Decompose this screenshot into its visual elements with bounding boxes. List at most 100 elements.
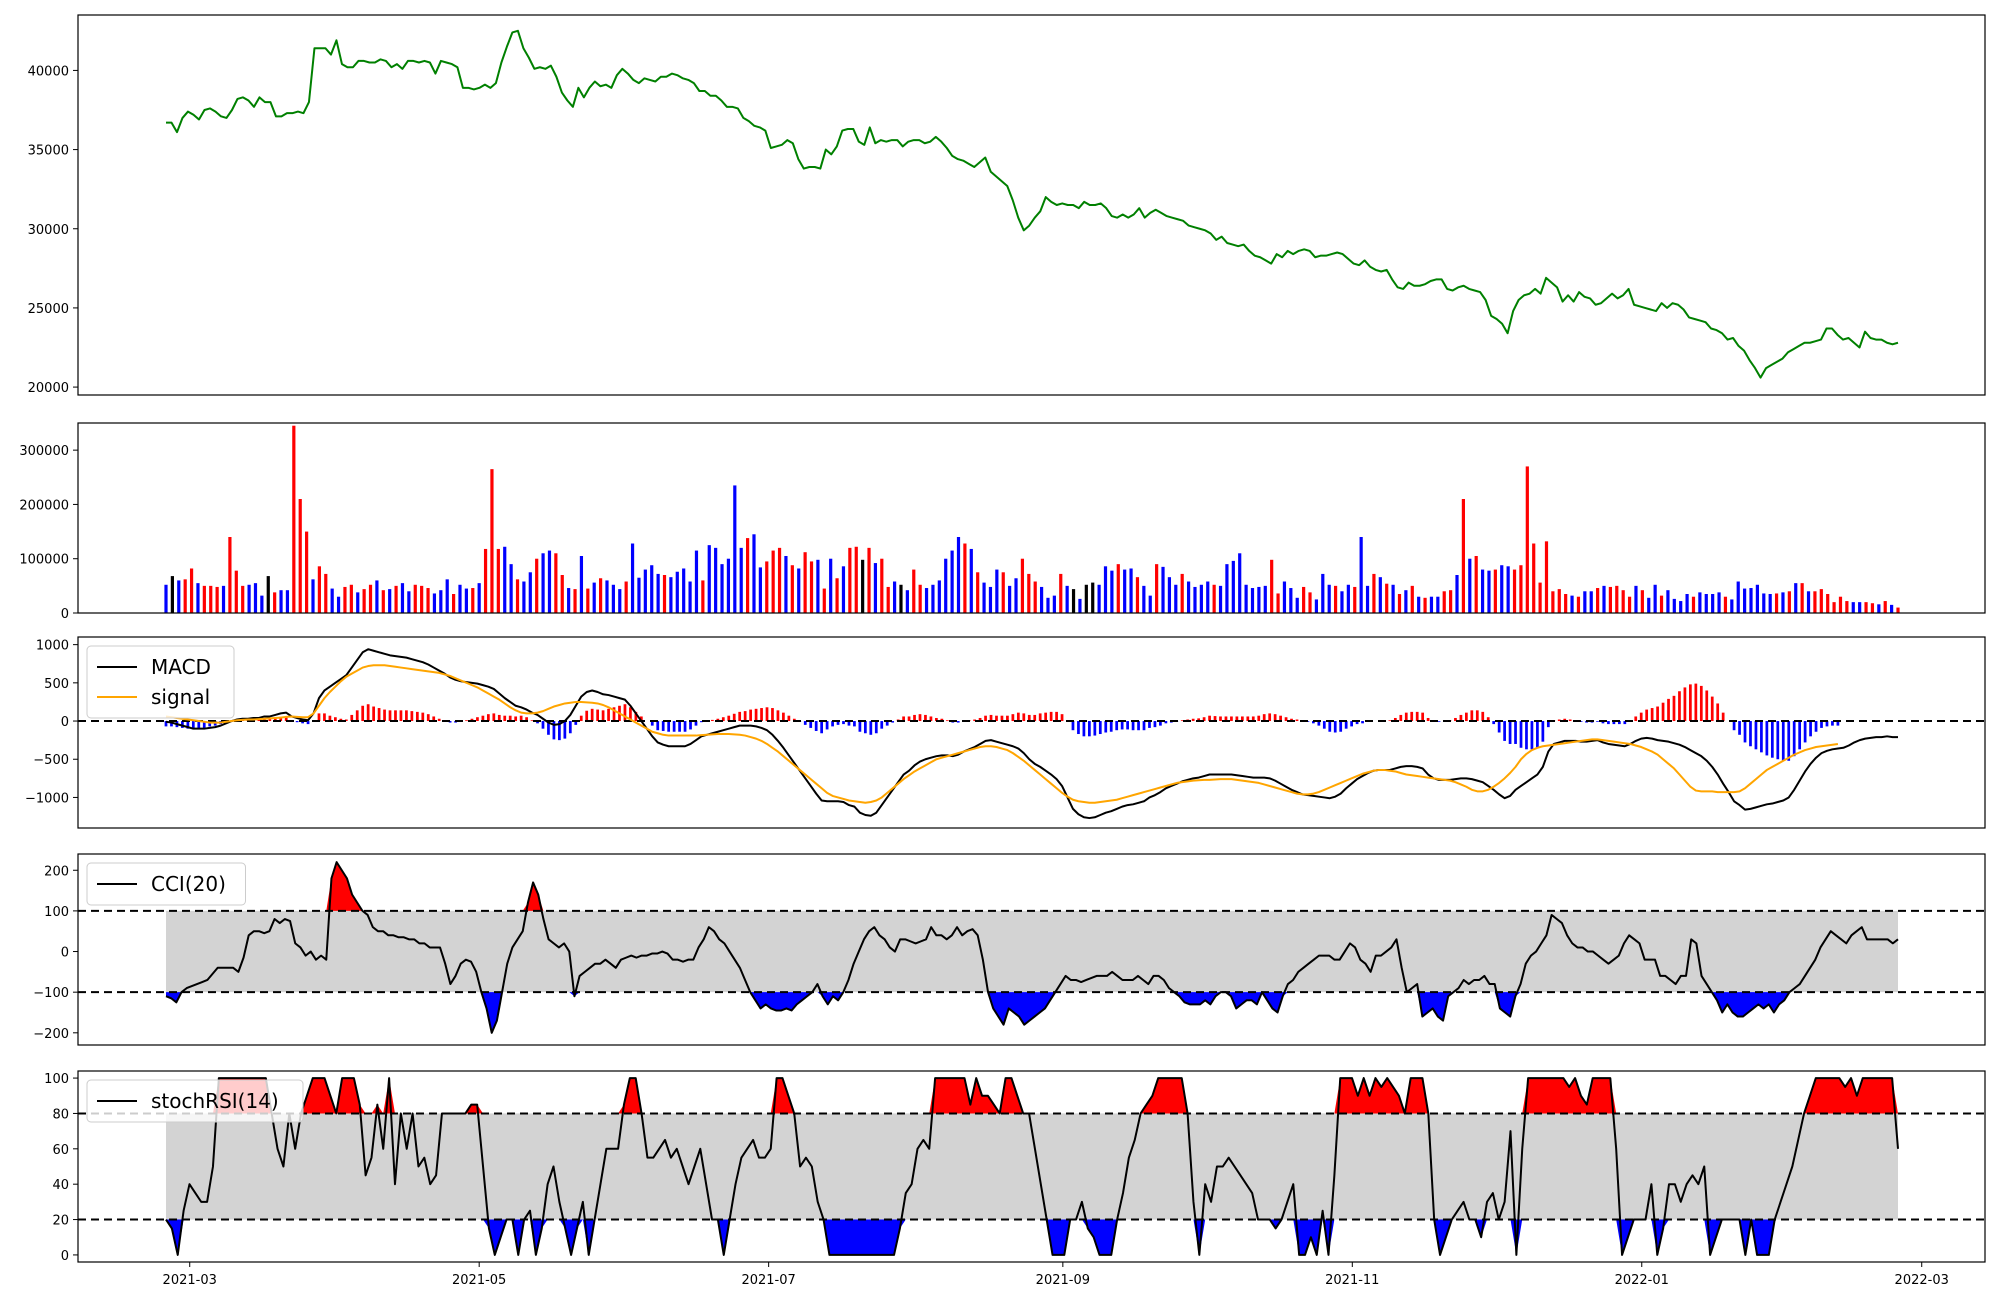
macd-histogram-bar bbox=[497, 714, 501, 722]
volume-bar bbox=[758, 567, 762, 613]
volume-bar bbox=[1787, 591, 1791, 613]
macd-histogram-bar bbox=[1410, 711, 1414, 722]
volume-bar bbox=[1423, 597, 1427, 613]
macd-histogram-bar bbox=[1749, 721, 1752, 747]
macd-legend: MACD signal bbox=[86, 645, 235, 719]
panel-cci: −200 −100 0 100 200 CCI(20) bbox=[33, 853, 1986, 1046]
macd-histogram-bar bbox=[1246, 716, 1250, 722]
volume-bar bbox=[1538, 582, 1542, 613]
macd-histogram-bar bbox=[1344, 721, 1348, 729]
macd-histogram-bar bbox=[1831, 721, 1834, 726]
macd-histogram-bar bbox=[1251, 716, 1255, 722]
macd-histogram-bar bbox=[202, 721, 206, 728]
volume-bar bbox=[1429, 596, 1434, 613]
volume-bar bbox=[1295, 597, 1299, 613]
volume-bar bbox=[1199, 584, 1203, 613]
volume-bar bbox=[1806, 591, 1811, 613]
volume-bar bbox=[496, 548, 500, 613]
volume-bar bbox=[1468, 558, 1472, 613]
macd-histogram-bar bbox=[1694, 683, 1698, 722]
volume-bar bbox=[1142, 585, 1146, 613]
macd-histogram-bar bbox=[186, 721, 190, 729]
cci-neutral-band bbox=[166, 910, 1898, 993]
macd-histogram-bar bbox=[607, 708, 610, 722]
volume-bar bbox=[471, 588, 475, 613]
stochrsi-plot-area bbox=[78, 1077, 1985, 1256]
macd-histogram-bar bbox=[1809, 721, 1812, 737]
volume-bar bbox=[1627, 596, 1632, 613]
macd-histogram-bar bbox=[1016, 712, 1020, 722]
y-tick-label: 80 bbox=[52, 1107, 69, 1122]
volume-bar bbox=[976, 572, 980, 613]
macd-histogram-bar bbox=[1071, 721, 1075, 731]
macd-histogram-bar bbox=[1268, 713, 1272, 722]
macd-histogram-bar bbox=[1683, 687, 1687, 722]
macd-histogram-bar bbox=[552, 721, 556, 740]
volume-bar bbox=[260, 595, 264, 613]
volume-bar bbox=[452, 594, 456, 613]
volume-bar bbox=[279, 590, 283, 613]
volume-bar bbox=[765, 561, 769, 613]
macd-histogram-bar bbox=[1011, 714, 1015, 722]
macd-histogram-bar bbox=[1563, 718, 1567, 722]
macd-histogram-bar bbox=[1044, 712, 1048, 722]
volume-bar bbox=[1052, 595, 1056, 613]
y-tick-label: 200000 bbox=[19, 498, 69, 513]
legend-box bbox=[86, 1079, 304, 1123]
macd-histogram-bar bbox=[514, 716, 518, 722]
volume-bar bbox=[362, 589, 366, 613]
volume-bar bbox=[1858, 602, 1862, 613]
macd-histogram-bar bbox=[323, 713, 326, 722]
macd-histogram-bar bbox=[760, 708, 763, 722]
volume-bar bbox=[1206, 581, 1210, 613]
macd-histogram-bar bbox=[1208, 715, 1211, 722]
macd-histogram-bar bbox=[918, 714, 922, 722]
macd-histogram-bar bbox=[1820, 721, 1823, 728]
volume-bar bbox=[605, 580, 609, 613]
volume-bar bbox=[305, 531, 309, 613]
macd-histogram-bar bbox=[268, 719, 272, 722]
volume-bar bbox=[1711, 594, 1715, 613]
macd-histogram-bar bbox=[421, 712, 425, 722]
macd-histogram-bar bbox=[1492, 721, 1496, 725]
macd-histogram-bar bbox=[629, 707, 632, 722]
volume-bar bbox=[1244, 584, 1248, 613]
volume-bar bbox=[1186, 581, 1191, 613]
macd-histogram-bar bbox=[437, 718, 441, 722]
volume-bar bbox=[515, 579, 520, 613]
macd-histogram-bar bbox=[1399, 714, 1403, 722]
macd-histogram-bar bbox=[1656, 706, 1659, 722]
macd-histogram-bar bbox=[1803, 721, 1807, 743]
volume-bar bbox=[1890, 604, 1894, 613]
macd-histogram-bar bbox=[563, 721, 567, 739]
volume-bar bbox=[164, 584, 168, 613]
macd-histogram-bar bbox=[902, 716, 905, 722]
macd-histogram-bar bbox=[716, 718, 720, 722]
macd-histogram-bar bbox=[1760, 721, 1763, 753]
volume-bar bbox=[1493, 569, 1497, 613]
volume-bar bbox=[1743, 588, 1747, 613]
volume-bar bbox=[1353, 586, 1357, 613]
volume-bar bbox=[215, 586, 219, 613]
volume-bar bbox=[483, 548, 488, 613]
macd-histogram-bar bbox=[1426, 717, 1430, 722]
macd-histogram-bar bbox=[765, 707, 769, 722]
macd-histogram-bar bbox=[814, 721, 818, 731]
volume-bar bbox=[1257, 586, 1261, 613]
macd-histogram-bar bbox=[727, 715, 731, 722]
volume-bar bbox=[241, 585, 245, 613]
volume-bar bbox=[1410, 585, 1414, 613]
cci-legend: CCI(20) bbox=[86, 862, 246, 906]
volume-bar bbox=[1455, 575, 1459, 613]
macd-histogram-bar bbox=[1705, 690, 1709, 722]
macd-histogram-bar bbox=[1568, 719, 1572, 722]
volume-bar bbox=[189, 568, 194, 613]
volume-bar bbox=[771, 550, 775, 613]
volume-bar bbox=[330, 588, 334, 613]
volume-bar bbox=[995, 569, 999, 613]
macd-histogram-bar bbox=[334, 717, 337, 722]
macd-histogram-bar bbox=[1350, 721, 1353, 727]
macd-histogram-bar bbox=[984, 715, 987, 722]
y-tick-label: −1000 bbox=[25, 791, 69, 806]
macd-histogram-bar bbox=[1421, 712, 1425, 722]
